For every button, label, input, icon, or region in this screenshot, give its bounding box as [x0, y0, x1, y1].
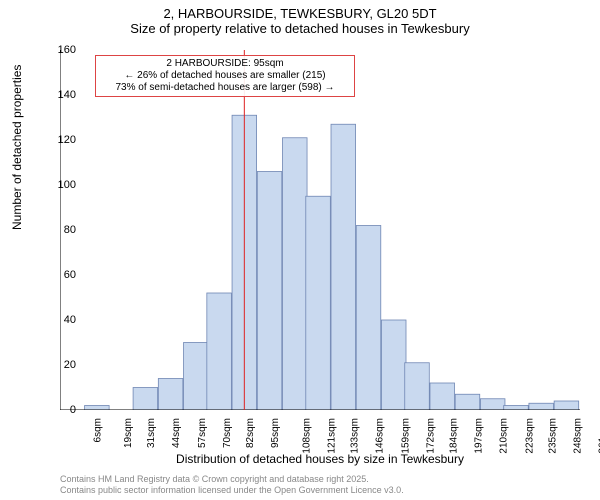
chart-container: 2, HARBOURSIDE, TEWKESBURY, GL20 5DT Siz… [0, 0, 600, 500]
attribution-text: Contains HM Land Registry data © Crown c… [60, 474, 404, 496]
histogram-bar [529, 403, 554, 410]
attribution-line1: Contains HM Land Registry data © Crown c… [60, 474, 404, 485]
y-tick-label: 20 [46, 359, 76, 371]
histogram-bar [430, 383, 455, 410]
y-tick-label: 60 [46, 269, 76, 281]
y-tick-label: 40 [46, 314, 76, 326]
y-axis-label: Number of detached properties [10, 65, 24, 230]
histogram-bar [554, 401, 579, 410]
y-tick-label: 120 [46, 134, 76, 146]
annotation-box: 2 HARBOURSIDE: 95sqm← 26% of detached ho… [95, 55, 355, 97]
annotation-line1: 2 HARBOURSIDE: 95sqm [100, 58, 350, 70]
histogram-bar [455, 394, 480, 410]
x-tick-label: 70sqm [222, 418, 233, 448]
histogram-bar [257, 172, 282, 411]
histogram-bar [381, 320, 406, 410]
title-block: 2, HARBOURSIDE, TEWKESBURY, GL20 5DT Siz… [0, 0, 600, 36]
y-tick-label: 160 [46, 44, 76, 56]
title-line2: Size of property relative to detached ho… [0, 21, 600, 36]
attribution-line2: Contains public sector information licen… [60, 485, 404, 496]
x-tick-label: 6sqm [92, 418, 103, 442]
x-tick-label: 82sqm [245, 418, 256, 448]
histogram-bar [504, 406, 529, 411]
histogram-bar [85, 406, 110, 411]
annotation-line3: 73% of semi-detached houses are larger (… [100, 82, 350, 94]
plot-area [60, 50, 580, 410]
x-tick-label: 146sqm [375, 418, 386, 454]
x-axis-label: Distribution of detached houses by size … [60, 452, 580, 466]
x-tick-label: 121sqm [326, 418, 337, 454]
y-tick-label: 140 [46, 89, 76, 101]
x-tick-label: 159sqm [400, 418, 411, 454]
x-tick-label: 133sqm [350, 418, 361, 454]
histogram-bar [306, 196, 331, 410]
x-tick-label: 172sqm [425, 418, 436, 454]
histogram-bar [207, 293, 232, 410]
histogram-svg [60, 50, 580, 410]
histogram-bar [331, 124, 356, 410]
x-tick-label: 108sqm [301, 418, 312, 454]
histogram-bar [356, 226, 381, 411]
x-tick-label: 184sqm [449, 418, 460, 454]
x-tick-label: 210sqm [499, 418, 510, 454]
x-tick-label: 31sqm [146, 418, 157, 448]
annotation-line2: ← 26% of detached houses are smaller (21… [100, 70, 350, 82]
histogram-bar [158, 379, 183, 411]
y-tick-label: 100 [46, 179, 76, 191]
histogram-bar [133, 388, 158, 411]
x-tick-label: 197sqm [474, 418, 485, 454]
y-tick-label: 0 [46, 404, 76, 416]
histogram-bar [184, 343, 209, 411]
title-line1: 2, HARBOURSIDE, TEWKESBURY, GL20 5DT [0, 6, 600, 21]
x-tick-label: 57sqm [197, 418, 208, 448]
x-tick-label: 223sqm [524, 418, 535, 454]
y-tick-label: 80 [46, 224, 76, 236]
x-tick-label: 235sqm [548, 418, 559, 454]
x-tick-label: 19sqm [123, 418, 134, 448]
histogram-bar [405, 363, 430, 410]
x-tick-label: 95sqm [270, 418, 281, 448]
x-tick-label: 44sqm [171, 418, 182, 448]
histogram-bar [480, 399, 505, 410]
x-tick-label: 248sqm [573, 418, 584, 454]
histogram-bar [283, 138, 308, 410]
